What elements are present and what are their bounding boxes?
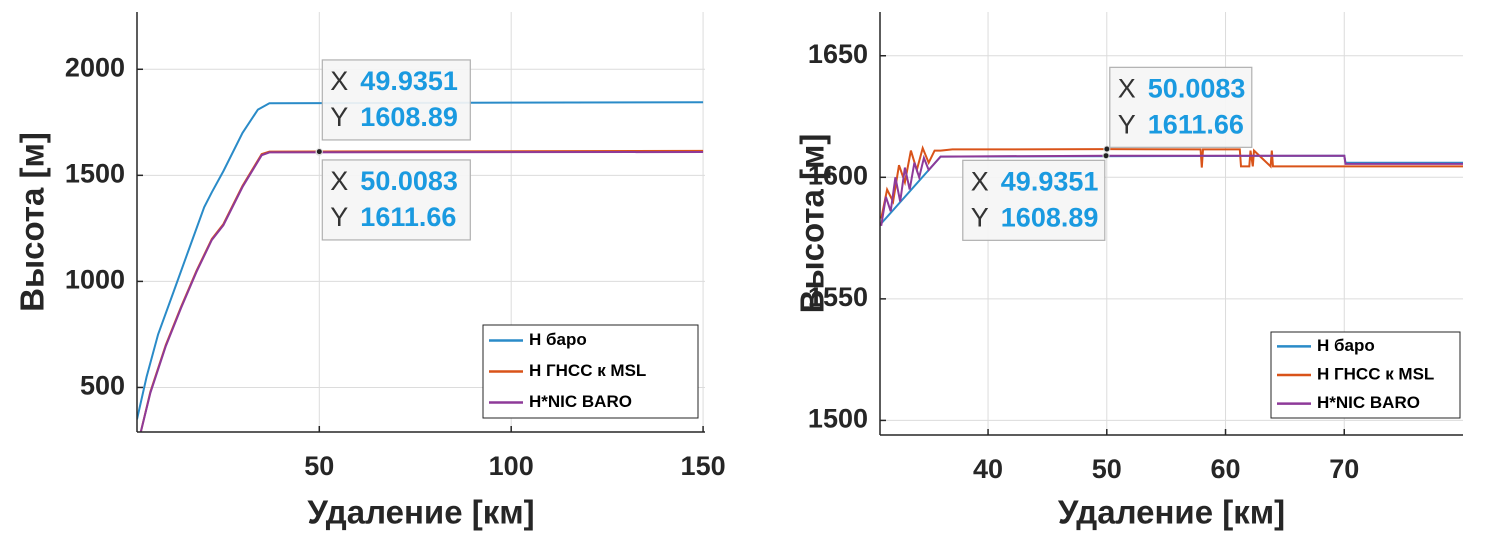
datatip-y-key: Y xyxy=(330,202,348,232)
y-tick-label: 1500 xyxy=(808,404,868,434)
y-tick-label: 1600 xyxy=(808,160,868,190)
x-tick-label: 50 xyxy=(1092,454,1122,484)
x-tick-label: 60 xyxy=(1211,454,1241,484)
data-line xyxy=(139,151,704,432)
datatip-box xyxy=(321,159,471,241)
datatip-y-key: Y xyxy=(1118,109,1136,139)
legend: H баро H ГНСС к MSL H*NIC BARO xyxy=(482,324,699,419)
datatip-y-value: 1611.66 xyxy=(1148,109,1244,139)
datatip-box xyxy=(1109,66,1253,148)
datatip-x-value: 49.9351 xyxy=(360,66,458,96)
datatip: X 50.0083 Y 1611.66 xyxy=(1109,66,1253,148)
legend: H баро H ГНСС к MSL H*NIC BARO xyxy=(1270,331,1461,419)
x-axis-label: Удаление [км] xyxy=(1058,494,1285,531)
data-line xyxy=(137,101,704,420)
datatip-y-value: 1608.89 xyxy=(1001,202,1099,232)
datatip-marker xyxy=(315,148,323,156)
data-line xyxy=(880,154,1463,227)
x-tick-label: 70 xyxy=(1329,454,1359,484)
x-tick-label: 150 xyxy=(681,451,726,481)
datatip-y-value: 1608.89 xyxy=(360,102,458,132)
datatip-marker xyxy=(1103,145,1111,153)
datatip-x-value: 50.0083 xyxy=(1148,73,1246,103)
legend-label: H баро xyxy=(529,330,587,349)
datatip: X 50.0083 Y 1611.66 xyxy=(321,159,471,241)
datatip-y-key: Y xyxy=(330,102,348,132)
datatip-x-value: 50.0083 xyxy=(360,166,458,196)
y-tick-label: 1650 xyxy=(808,39,868,69)
x-tick-label: 40 xyxy=(973,454,1003,484)
legend-label: H*NIC BARO xyxy=(1317,393,1420,412)
datatip-x-key: X xyxy=(330,166,348,196)
datatip-x-value: 49.9351 xyxy=(1001,166,1099,196)
legend-label: H*NIC BARO xyxy=(529,392,632,411)
y-tick-label: 2000 xyxy=(65,52,125,82)
legend-label: H баро xyxy=(1317,336,1375,355)
x-axis-label: Удаление [км] xyxy=(307,494,534,531)
y-tick-label: 1500 xyxy=(65,158,125,188)
legend-label: H ГНСС к MSL xyxy=(529,361,646,380)
y-tick-label: 500 xyxy=(80,371,125,401)
datatip-x-key: X xyxy=(330,66,348,96)
y-axis-label: Высота [м] xyxy=(14,132,51,312)
datatip-marker xyxy=(1102,152,1110,160)
datatip-box xyxy=(321,59,471,141)
y-axis-label: Высота [м] xyxy=(794,134,831,314)
datatip-y-key: Y xyxy=(971,202,989,232)
y-tick-label: 1000 xyxy=(65,265,125,295)
x-tick-label: 50 xyxy=(304,451,334,481)
datatip-x-key: X xyxy=(971,166,989,196)
legend-label: H ГНСС к MSL xyxy=(1317,364,1434,383)
y-tick-label: 1550 xyxy=(808,282,868,312)
x-tick-label: 100 xyxy=(489,451,534,481)
datatip-box xyxy=(962,159,1106,241)
datatip: X 49.9351 Y 1608.89 xyxy=(962,159,1106,241)
datatip: X 49.9351 Y 1608.89 xyxy=(321,59,471,141)
datatip-y-value: 1611.66 xyxy=(360,202,456,232)
datatip-x-key: X xyxy=(1118,73,1136,103)
